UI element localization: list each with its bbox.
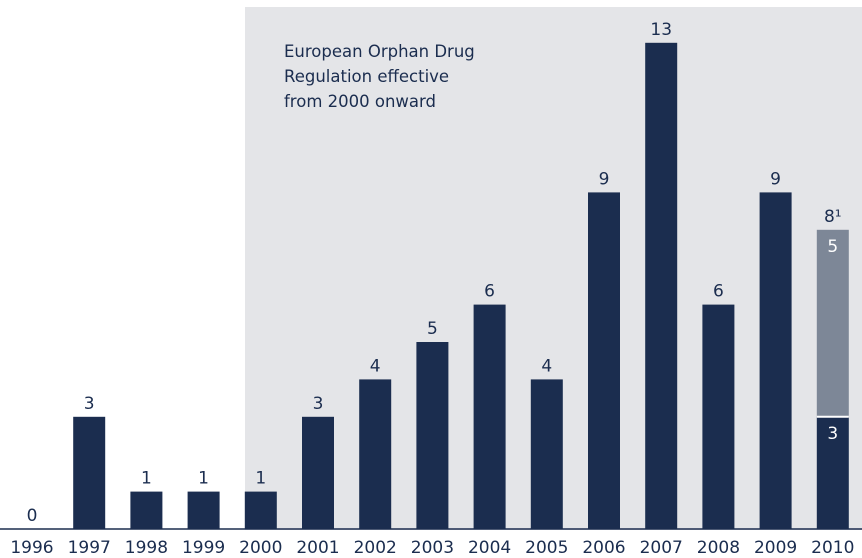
- value-label-2000: 1: [255, 469, 266, 489]
- bar-1998: [130, 491, 163, 529]
- bar-1999: [187, 491, 220, 529]
- x-tick-2002: 2002: [354, 538, 397, 558]
- annotation-line-1: European Orphan Drug: [284, 42, 475, 61]
- value-label-2004: 6: [484, 282, 495, 302]
- x-tick-1997: 1997: [68, 538, 111, 558]
- x-tick-1999: 1999: [182, 538, 225, 558]
- annotation-line-2: Regulation effective: [284, 67, 449, 86]
- x-tick-2008: 2008: [697, 538, 740, 558]
- x-tick-2000: 2000: [239, 538, 282, 558]
- x-tick-2006: 2006: [582, 538, 625, 558]
- bar-2002: [359, 379, 392, 529]
- value-label-1996: 0: [27, 506, 38, 526]
- bar-2001: [302, 416, 334, 529]
- annotation-note: European Orphan Drug Regulation effective…: [284, 42, 475, 111]
- bar-2010-segment-1: [816, 416, 849, 529]
- value-label-1999: 1: [198, 469, 209, 489]
- x-tick-2001: 2001: [296, 538, 339, 558]
- x-tick-2003: 2003: [411, 538, 454, 558]
- annotation-line-3: from 2000 onward: [284, 92, 436, 111]
- value-label-2003: 5: [427, 319, 438, 339]
- bar-2006: [588, 192, 620, 529]
- value-label-2002: 4: [370, 356, 381, 376]
- value-label-2001: 3: [313, 394, 324, 414]
- bar-2008: [702, 304, 735, 529]
- value-label-1997: 3: [84, 394, 95, 414]
- x-axis-ticks: 1996 1997 1998 1999 2000 2001 2002 2003 2004 2005…: [10, 538, 854, 558]
- bar-2009: [759, 192, 792, 529]
- bar-2000: [244, 491, 277, 529]
- bar-2010-segment-2: [816, 229, 849, 417]
- x-tick-2004: 2004: [468, 538, 511, 558]
- bars: [0, 42, 862, 530]
- value-label-2006: 9: [599, 169, 610, 189]
- value-label-2008: 6: [713, 282, 724, 302]
- value-label-1998: 1: [141, 469, 152, 489]
- x-tick-2005: 2005: [525, 538, 568, 558]
- value-label-2005: 4: [541, 356, 552, 376]
- bar-1997: [73, 416, 106, 529]
- bar-2007: [645, 42, 678, 530]
- x-tick-1996: 1996: [10, 538, 53, 558]
- bar-2004: [473, 304, 506, 529]
- value-label-2010: 8¹: [824, 207, 842, 227]
- x-tick-1998: 1998: [125, 538, 168, 558]
- segment-label-2010-1: 3: [827, 424, 838, 444]
- x-tick-2007: 2007: [640, 538, 683, 558]
- x-tick-2010: 2010: [811, 538, 854, 558]
- segment-label-2010-2: 5: [827, 237, 838, 257]
- bar-2005: [530, 379, 563, 529]
- value-label-2009: 9: [770, 169, 781, 189]
- bar-2003: [416, 342, 449, 529]
- x-tick-2009: 2009: [754, 538, 797, 558]
- value-label-2007: 13: [650, 20, 672, 40]
